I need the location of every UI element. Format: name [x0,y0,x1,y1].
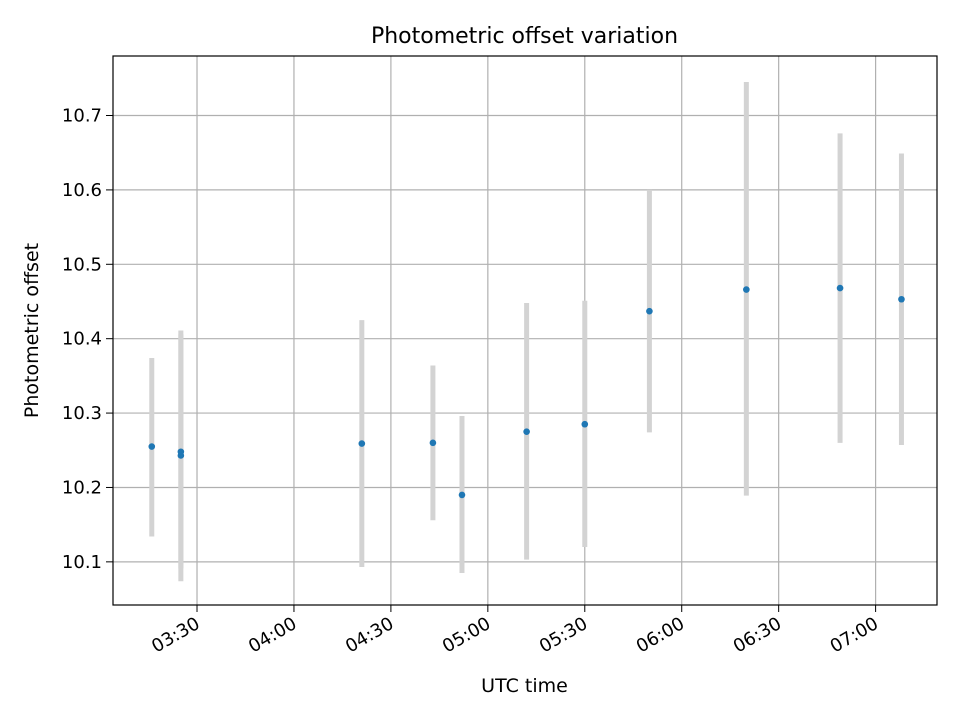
x-tick-label: 04:30 [342,613,397,657]
x-tick-label: 06:30 [730,613,785,657]
y-tick-label: 10.7 [62,106,102,127]
plot-frame [112,55,938,606]
y-tick-label: 10.5 [62,254,102,275]
x-axis: 03:30 04:00 04:30 05:00 05:30 06:00 06:30 07:00 [148,605,882,657]
data-point [523,428,530,435]
data-point [358,440,366,447]
data-point [743,286,750,293]
y-tick-label: 10.2 [62,477,102,498]
chart-title: Photometric offset variation [371,24,678,49]
data-points [148,284,905,499]
data-point [581,420,589,428]
y-tick-label: 10.3 [62,403,102,424]
x-tick-label: 07:00 [827,613,882,657]
data-point [429,439,437,447]
x-tick-label: 05:30 [536,613,591,657]
y-tick-label: 10.6 [62,180,102,201]
data-point [646,307,653,315]
data-point [898,295,905,303]
y-tick-label: 10.1 [62,552,102,573]
y-tick-label: 10.4 [62,329,102,350]
x-axis-label: UTC time [481,675,568,697]
error-bars [149,82,904,582]
y-axis-label: Photometric offset [21,243,43,418]
y-axis: 10.1 10.2 10.3 10.4 10.5 10.6 10.7 [62,106,113,573]
x-tick-label: 05:00 [439,613,494,657]
data-point [836,284,844,292]
x-tick-label: 03:30 [148,613,203,657]
data-point [458,491,466,499]
data-point [177,448,185,456]
data-point [148,443,156,450]
x-tick-label: 06:00 [633,613,688,657]
x-tick-label: 04:00 [245,613,300,657]
